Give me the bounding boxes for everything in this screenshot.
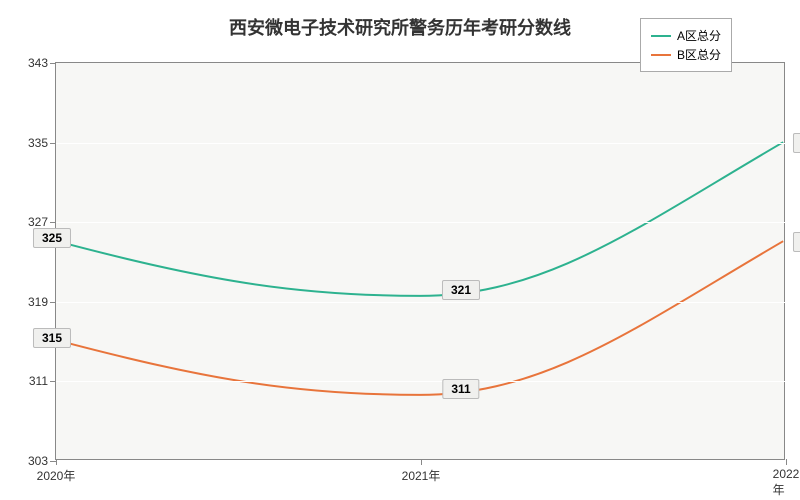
x-tick-label: 2020年 xyxy=(37,467,76,484)
y-tick-label: 303 xyxy=(28,454,48,468)
legend-swatch xyxy=(651,35,671,37)
x-tick-mark xyxy=(56,459,57,465)
legend-swatch xyxy=(651,54,671,56)
y-tick-mark xyxy=(50,381,56,382)
legend-item: A区总分 xyxy=(651,27,721,44)
legend: A区总分 B区总分 xyxy=(640,18,732,72)
data-label: 335 xyxy=(793,133,800,153)
grid-line xyxy=(56,143,786,144)
legend-label: B区总分 xyxy=(677,46,721,63)
chart-container: 西安微电子技术研究所警务历年考研分数线 30331131932733534320… xyxy=(0,0,800,500)
plot-area: 3033113193273353432020年2021年2022年3253213… xyxy=(55,62,785,460)
legend-item: B区总分 xyxy=(651,46,721,63)
y-tick-mark xyxy=(50,63,56,64)
y-tick-mark xyxy=(50,222,56,223)
series-line xyxy=(57,241,783,395)
x-tick-label: 2021年 xyxy=(402,467,441,484)
legend-label: A区总分 xyxy=(677,27,721,44)
x-tick-mark xyxy=(786,459,787,465)
line-layer xyxy=(56,63,784,459)
y-tick-label: 327 xyxy=(28,215,48,229)
y-tick-label: 311 xyxy=(29,374,48,388)
grid-line xyxy=(56,302,786,303)
series-line xyxy=(57,142,783,296)
x-tick-mark xyxy=(421,459,422,465)
y-tick-mark xyxy=(50,143,56,144)
y-tick-label: 343 xyxy=(28,56,48,70)
x-tick-label: 2022年 xyxy=(773,467,800,498)
y-tick-mark xyxy=(50,302,56,303)
y-tick-label: 319 xyxy=(28,295,48,309)
data-label: 311 xyxy=(442,379,479,399)
data-label: 315 xyxy=(33,328,71,348)
data-label: 325 xyxy=(33,228,71,248)
grid-line xyxy=(56,381,786,382)
grid-line xyxy=(56,222,786,223)
y-tick-label: 335 xyxy=(28,136,48,150)
data-label: 325 xyxy=(793,232,800,252)
data-label: 321 xyxy=(442,280,480,300)
